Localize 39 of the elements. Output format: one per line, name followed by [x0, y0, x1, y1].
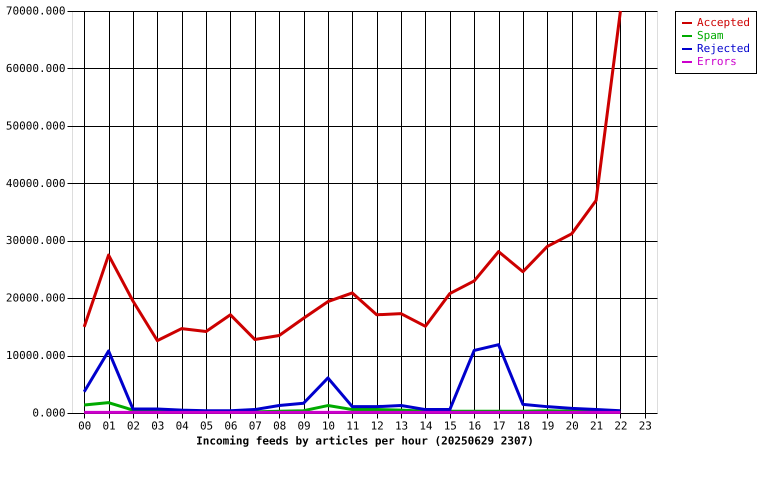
x-tick-label: 06 [224, 420, 238, 432]
y-tick-label: 10000.000 [6, 349, 66, 362]
legend-label: Accepted [697, 16, 750, 29]
y-tick-label: 0.000 [32, 406, 66, 420]
x-tick-label: 00 [78, 420, 92, 432]
legend-label: Spam [697, 29, 724, 42]
x-tick-label: 21 [590, 420, 604, 432]
y-tick-label: 20000.000 [6, 292, 66, 305]
x-tick-label: 07 [248, 420, 262, 432]
x-tick-label: 04 [176, 420, 190, 432]
x-tick-label: 18 [516, 420, 530, 432]
x-tick-label: 09 [297, 420, 311, 432]
x-tick-label: 02 [126, 420, 140, 432]
x-tick-label: 11 [346, 420, 360, 432]
x-tick-label: 03 [151, 420, 164, 432]
x-tick-label: 16 [468, 420, 482, 432]
legend-label: Errors [697, 55, 737, 68]
y-tick-label: 50000.000 [6, 119, 66, 132]
x-tick-label: 08 [273, 420, 286, 432]
x-tick-label: 19 [541, 420, 554, 432]
x-tick-label: 05 [200, 420, 214, 432]
y-tick-label: 30000.000 [6, 234, 66, 248]
x-tick-label: 17 [492, 420, 506, 432]
line-series [82, 343, 622, 412]
x-tick-label: 12 [370, 420, 384, 432]
x-tick-label: 13 [394, 420, 408, 432]
y-tick-label: 40000.000 [6, 176, 66, 190]
y-tick-label: 70000.000 [6, 4, 66, 18]
x-tick-label: 10 [322, 420, 336, 432]
legend-label: Rejected [697, 42, 750, 55]
x-tick-label: 15 [444, 420, 457, 432]
x-tick-label: 01 [102, 420, 116, 432]
y-tick-label: 60000.000 [6, 62, 66, 75]
line-series [82, 10, 622, 342]
x-tick-label: 14 [419, 420, 433, 432]
x-axis-title: Incoming feeds by articles per hour (20250629 2307) [196, 434, 534, 448]
x-tick-label: 22 [614, 420, 628, 432]
x-tick-label: 23 [638, 420, 652, 432]
x-tick-label: 20 [566, 420, 579, 432]
